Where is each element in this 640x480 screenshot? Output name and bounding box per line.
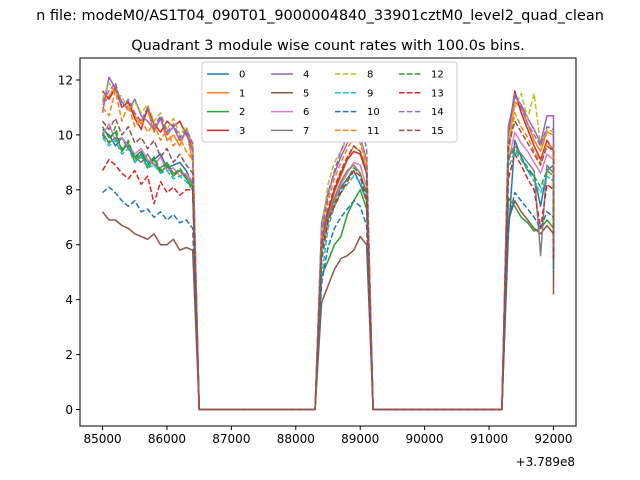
plot-area (79, 57, 577, 427)
series-line-9 (101, 137, 555, 411)
y-tick-label: 6 (65, 238, 73, 252)
x-tick-label: 87000 (212, 432, 250, 446)
x-axis: 85000 86000 87000 88000 89000 90000 91000 92000 (83, 426, 573, 446)
axes-title: Quadrant 3 module wise count rates with … (131, 38, 525, 54)
series-layer (101, 76, 555, 411)
legend-label-2: 2 (239, 107, 245, 118)
legend-frame (201, 61, 458, 143)
legend-label-8: 8 (367, 70, 373, 81)
legend-label-13: 13 (431, 88, 444, 99)
legend-label-14: 14 (431, 107, 444, 118)
legend-label-6: 6 (303, 107, 309, 118)
figure-suptitle: n file: modeM0/AS1T04_090T01_9000004840_… (36, 8, 604, 24)
x-tick-label: 89000 (341, 432, 379, 446)
legend-label-5: 5 (303, 88, 309, 99)
legend-label-0: 0 (239, 70, 245, 81)
legend-label-12: 12 (431, 70, 444, 81)
legend-label-10: 10 (367, 107, 380, 118)
x-tick-label: 85000 (83, 432, 121, 446)
y-axis: 0 2 4 6 8 10 12 (58, 73, 80, 417)
x-offset-text: +3.789e8 (516, 455, 575, 469)
axes-frame (79, 57, 577, 427)
x-tick-label: 91000 (470, 432, 508, 446)
legend-label-7: 7 (303, 126, 309, 137)
y-tick-label: 0 (65, 403, 73, 417)
y-tick-label: 8 (65, 183, 73, 197)
x-tick-label: 88000 (277, 432, 315, 446)
x-tick-label: 90000 (406, 432, 444, 446)
y-tick-label: 4 (65, 293, 73, 307)
legend-label-9: 9 (367, 88, 373, 99)
y-tick-label: 10 (58, 128, 73, 142)
legend-label-4: 4 (303, 70, 309, 81)
legend-label-3: 3 (239, 126, 245, 137)
x-tick-label: 92000 (534, 432, 572, 446)
y-tick-label: 2 (65, 348, 73, 362)
legend-label-11: 11 (367, 126, 380, 137)
legend-label-1: 1 (239, 88, 245, 99)
series-line-15 (101, 117, 555, 411)
legend-label-15: 15 (431, 126, 444, 137)
x-tick-label: 86000 (148, 432, 186, 446)
y-tick-label: 12 (58, 73, 73, 87)
